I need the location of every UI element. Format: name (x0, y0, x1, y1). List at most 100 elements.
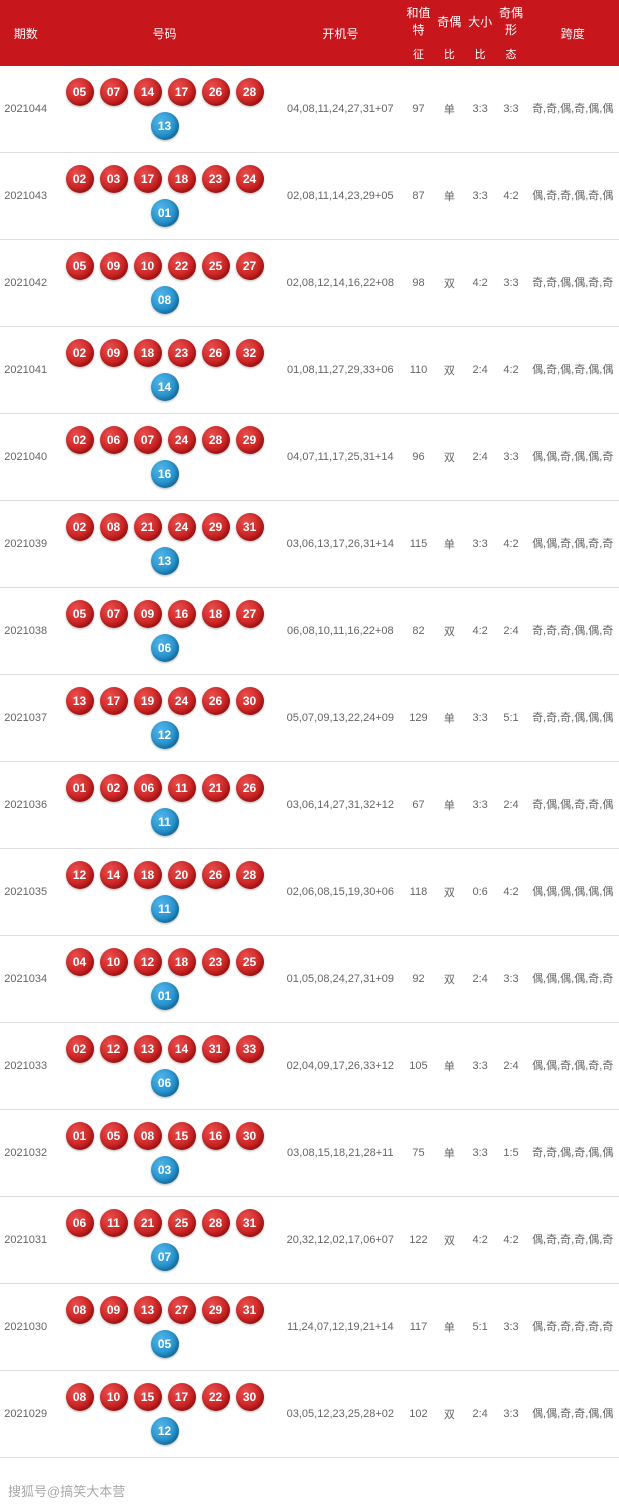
cell-sum: 96 (403, 414, 434, 501)
cell-oe-ratio: 0:6 (465, 849, 496, 936)
cell-machine: 11,24,07,12,19,21+14 (278, 1284, 403, 1371)
red-ball: 02 (66, 513, 94, 541)
cell-period: 2021039 (0, 501, 51, 588)
red-ball: 20 (168, 861, 196, 889)
cell-numbers: 04101218232501 (51, 936, 277, 1023)
cell-machine: 01,08,11,27,29,33+06 (278, 327, 403, 414)
cell-bs-ratio: 2:4 (496, 762, 527, 849)
cell-numbers: 13171924263012 (51, 675, 277, 762)
cell-bs-ratio: 5:1 (496, 675, 527, 762)
cell-oe-ratio: 4:2 (465, 240, 496, 327)
red-ball: 18 (168, 948, 196, 976)
red-ball: 05 (66, 252, 94, 280)
cell-span: 奇,偶,偶,奇,奇,偶 (526, 762, 619, 849)
table-row: 20210360102061121261103,06,14,27,31,32+1… (0, 762, 619, 849)
cell-oe-ratio: 2:4 (465, 327, 496, 414)
cell-oe-feature: 单 (434, 153, 465, 240)
cell-machine: 03,08,15,18,21,28+11 (278, 1110, 403, 1197)
cell-span: 偶,奇,奇,偶,奇,偶 (526, 153, 619, 240)
red-ball: 28 (202, 1209, 230, 1237)
red-ball: 15 (168, 1122, 196, 1150)
red-ball: 28 (236, 861, 264, 889)
lottery-table: 期数 号码 开机号 和值特 奇偶 大小 奇偶形 跨度 征 比 比 态 20210… (0, 0, 619, 1458)
header-sum: 和值特 (403, 0, 434, 42)
red-ball: 18 (134, 339, 162, 367)
red-ball: 13 (66, 687, 94, 715)
red-ball: 31 (236, 513, 264, 541)
red-ball: 24 (168, 687, 196, 715)
red-ball: 29 (202, 513, 230, 541)
cell-numbers: 05091022252708 (51, 240, 277, 327)
red-ball: 02 (66, 339, 94, 367)
blue-ball: 01 (151, 199, 179, 227)
cell-bs-ratio: 3:3 (496, 240, 527, 327)
table-row: 20210320105081516300303,08,15,18,21,28+1… (0, 1110, 619, 1197)
red-ball: 23 (202, 948, 230, 976)
red-ball: 26 (202, 78, 230, 106)
blue-ball: 03 (151, 1156, 179, 1184)
red-ball: 31 (236, 1209, 264, 1237)
cell-oe-feature: 双 (434, 414, 465, 501)
cell-numbers: 02121314313306 (51, 1023, 277, 1110)
red-ball: 12 (100, 1035, 128, 1063)
red-ball: 14 (168, 1035, 196, 1063)
red-ball: 30 (236, 1383, 264, 1411)
red-ball: 07 (100, 600, 128, 628)
cell-oe-ratio: 2:4 (465, 936, 496, 1023)
cell-period: 2021043 (0, 153, 51, 240)
cell-oe-feature: 双 (434, 1371, 465, 1458)
red-ball: 27 (236, 252, 264, 280)
cell-oe-ratio: 3:3 (465, 66, 496, 153)
cell-period: 2021030 (0, 1284, 51, 1371)
red-ball: 29 (236, 426, 264, 454)
blue-ball: 06 (151, 1069, 179, 1097)
cell-oe-ratio: 3:3 (465, 501, 496, 588)
cell-oe-ratio: 5:1 (465, 1284, 496, 1371)
table-row: 20210290810151722301203,05,12,23,25,28+0… (0, 1371, 619, 1458)
blue-ball: 01 (151, 982, 179, 1010)
cell-span: 偶,奇,偶,奇,偶,偶 (526, 327, 619, 414)
cell-machine: 03,06,14,27,31,32+12 (278, 762, 403, 849)
table-row: 20210420509102225270802,08,12,14,16,22+0… (0, 240, 619, 327)
cell-oe-feature: 单 (434, 762, 465, 849)
red-ball: 06 (66, 1209, 94, 1237)
cell-oe-feature: 单 (434, 1110, 465, 1197)
red-ball: 25 (168, 1209, 196, 1237)
red-ball: 22 (168, 252, 196, 280)
red-ball: 22 (202, 1383, 230, 1411)
red-ball: 07 (100, 78, 128, 106)
red-ball: 17 (100, 687, 128, 715)
cell-machine: 03,05,12,23,25,28+02 (278, 1371, 403, 1458)
red-ball: 08 (134, 1122, 162, 1150)
cell-machine: 05,07,09,13,22,24+09 (278, 675, 403, 762)
cell-sum: 115 (403, 501, 434, 588)
blue-ball: 06 (151, 634, 179, 662)
cell-sum: 105 (403, 1023, 434, 1110)
red-ball: 06 (100, 426, 128, 454)
subheader-shape: 态 (496, 42, 527, 66)
cell-span: 奇,奇,偶,奇,偶,偶 (526, 1110, 619, 1197)
cell-span: 奇,奇,偶,偶,奇,奇 (526, 240, 619, 327)
header-machine: 开机号 (278, 0, 403, 66)
cell-sum: 92 (403, 936, 434, 1023)
subheader-feature: 征 (403, 42, 434, 66)
cell-machine: 03,06,13,17,26,31+14 (278, 501, 403, 588)
cell-oe-feature: 双 (434, 849, 465, 936)
cell-sum: 118 (403, 849, 434, 936)
cell-span: 偶,偶,奇,偶,偶,奇 (526, 414, 619, 501)
red-ball: 12 (134, 948, 162, 976)
red-ball: 08 (66, 1296, 94, 1324)
cell-sum: 67 (403, 762, 434, 849)
subheader-ratio2: 比 (465, 42, 496, 66)
red-ball: 05 (66, 600, 94, 628)
cell-period: 2021037 (0, 675, 51, 762)
cell-period: 2021038 (0, 588, 51, 675)
cell-numbers: 02091823263214 (51, 327, 277, 414)
blue-ball: 12 (151, 721, 179, 749)
cell-bs-ratio: 4:2 (496, 849, 527, 936)
cell-sum: 117 (403, 1284, 434, 1371)
red-ball: 12 (66, 861, 94, 889)
red-ball: 15 (134, 1383, 162, 1411)
cell-machine: 02,08,11,14,23,29+05 (278, 153, 403, 240)
red-ball: 26 (202, 339, 230, 367)
